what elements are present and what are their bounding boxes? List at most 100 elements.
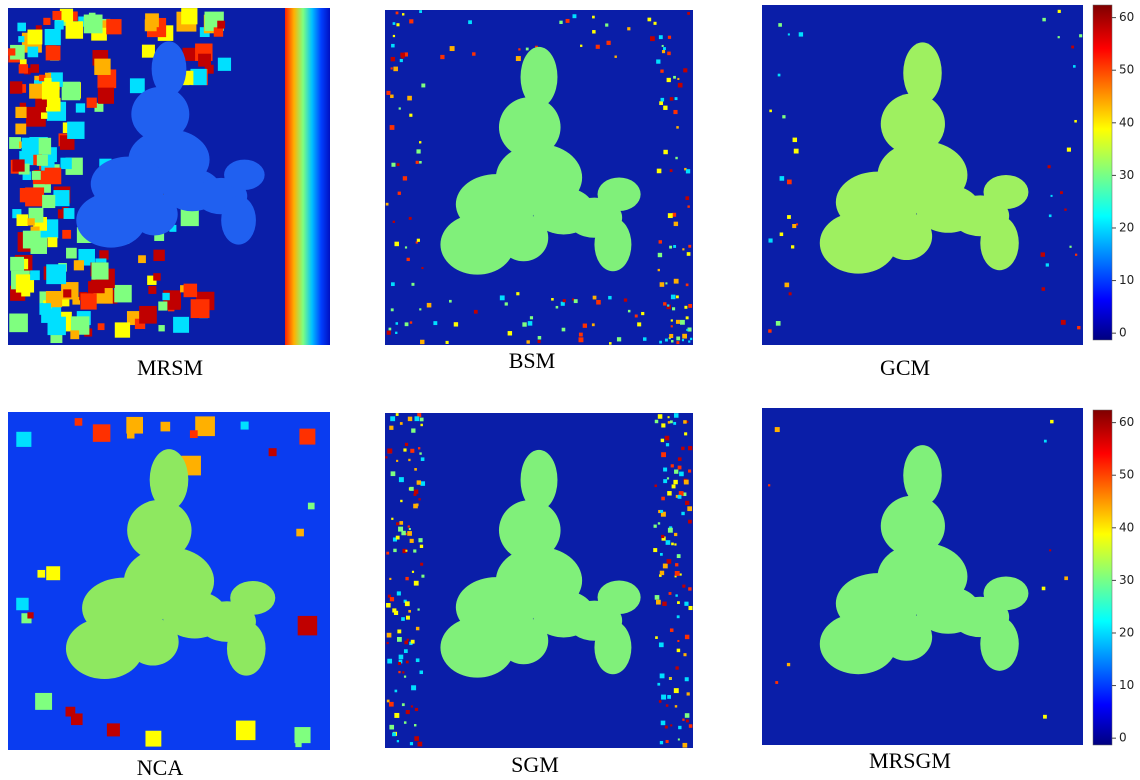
- noise: [39, 303, 51, 315]
- noise: [408, 417, 412, 421]
- noise: [37, 155, 48, 166]
- noise: [660, 282, 665, 287]
- noise: [241, 422, 249, 430]
- noise: [1049, 549, 1051, 551]
- noise: [592, 30, 595, 33]
- noise: [787, 663, 790, 666]
- noise: [677, 649, 680, 652]
- noise: [391, 57, 395, 61]
- noise: [27, 218, 34, 225]
- noise: [70, 330, 79, 339]
- noise: [778, 23, 782, 27]
- noise: [671, 464, 674, 467]
- noise: [386, 603, 391, 608]
- noise: [791, 245, 794, 248]
- noise: [408, 525, 410, 527]
- noise: [676, 295, 679, 298]
- noise: [440, 55, 444, 59]
- noise: [415, 708, 418, 711]
- leaf-blob: [598, 178, 641, 212]
- noise: [19, 64, 28, 73]
- noise: [668, 416, 670, 418]
- noise: [449, 300, 452, 303]
- noise: [683, 420, 687, 424]
- noise: [667, 491, 671, 495]
- tick-label: 60: [1119, 415, 1134, 429]
- noise: [666, 443, 669, 446]
- noise: [681, 512, 684, 515]
- noise: [566, 19, 570, 23]
- noise: [508, 331, 512, 335]
- noise: [782, 115, 785, 118]
- noise: [62, 230, 71, 239]
- noise: [139, 306, 157, 324]
- noise: [659, 240, 662, 243]
- noise: [799, 32, 803, 36]
- noise: [663, 106, 667, 110]
- noise: [405, 550, 407, 552]
- noise: [17, 214, 29, 226]
- noise: [409, 114, 412, 117]
- noise: [411, 428, 415, 432]
- noise: [393, 549, 396, 552]
- noise: [775, 427, 780, 432]
- noise: [405, 601, 410, 606]
- leaf-blob: [230, 581, 275, 615]
- noise: [419, 308, 421, 310]
- noise: [399, 477, 404, 482]
- noise: [687, 692, 690, 695]
- noise: [410, 321, 412, 323]
- noise: [665, 339, 668, 342]
- noise: [63, 289, 71, 297]
- noise: [397, 163, 400, 166]
- noise: [676, 126, 679, 129]
- noise: [1079, 34, 1082, 37]
- noise: [683, 68, 687, 72]
- noise: [397, 637, 402, 642]
- noise: [269, 448, 277, 456]
- noise: [419, 671, 423, 675]
- noise: [796, 223, 798, 225]
- noise: [659, 642, 664, 647]
- colorbar: [1093, 5, 1112, 340]
- noise: [572, 14, 576, 18]
- noise: [417, 239, 420, 242]
- noise: [522, 322, 526, 326]
- noise: [126, 417, 143, 434]
- noise: [414, 493, 417, 496]
- noise: [115, 322, 130, 337]
- noise: [391, 282, 395, 286]
- noise: [687, 12, 690, 15]
- noise: [404, 649, 408, 653]
- noise: [551, 298, 554, 301]
- noise: [635, 315, 638, 318]
- noise: [414, 736, 419, 741]
- noise: [98, 88, 114, 104]
- noise: [399, 528, 402, 531]
- panel-label: MRSGM: [869, 748, 951, 773]
- noise: [27, 612, 33, 618]
- noise: [417, 480, 421, 484]
- disparity-map: [762, 5, 1083, 345]
- noise: [1042, 587, 1046, 591]
- noise: [46, 566, 60, 580]
- noise: [107, 723, 120, 736]
- noise: [658, 269, 660, 271]
- noise: [396, 460, 398, 462]
- noise: [30, 64, 39, 73]
- leaf-blob: [227, 622, 266, 676]
- noise: [446, 341, 449, 344]
- noise: [195, 416, 215, 436]
- noise: [658, 522, 660, 524]
- noise: [414, 468, 417, 471]
- noise: [386, 91, 390, 95]
- noise: [420, 545, 423, 548]
- noise: [659, 700, 662, 703]
- noise: [685, 635, 689, 639]
- noise: [387, 642, 389, 644]
- noise: [391, 518, 393, 520]
- noise: [9, 314, 28, 333]
- noise: [1071, 46, 1074, 49]
- noise: [671, 295, 676, 300]
- noise: [661, 423, 665, 427]
